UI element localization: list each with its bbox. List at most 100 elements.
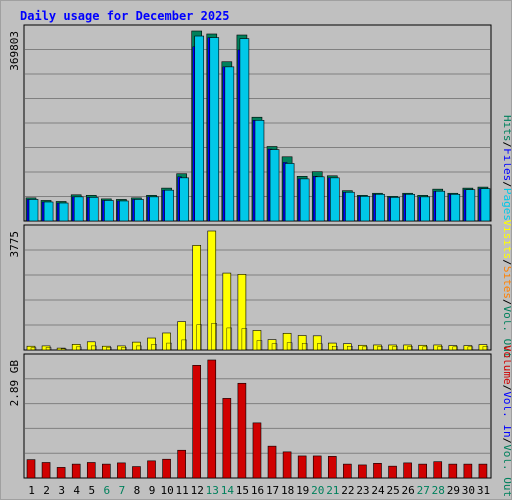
legend-volume-entry: / [501,438,511,445]
legend-visits-sites-entry: / [501,259,511,266]
volume-bar [132,466,141,479]
day-label: 6 [104,484,111,497]
pages-bar [405,193,415,222]
sites-bar [317,343,323,351]
legend-hits-files-pages-entry: / [501,181,511,188]
pages-bar [224,66,235,222]
day-label: 3 [58,484,65,497]
pages-bar [194,35,205,222]
sites-bar [181,339,187,351]
day-label: 27 [417,484,430,497]
day-label: 23 [356,484,369,497]
legend-visits-sites: Visits/Sites/Vol. Out [501,219,511,358]
volume-bar [358,464,367,479]
sites-bar [241,328,248,351]
sites-bar [482,346,489,351]
y-max-label-1: 369803 [8,31,21,71]
sites-bar [347,346,353,351]
chart-title: Daily usage for December 2025 [20,9,230,23]
sites-bar [166,342,172,351]
volume-bar [177,449,186,479]
pages-bar [435,190,446,222]
legend-volume-entry: Vol. In [501,391,511,437]
volume-bar [222,398,232,479]
pages-bar [28,199,39,222]
volume-bar [433,461,443,479]
legend-hits-files-pages-entry: Hits [501,115,511,142]
legend-volume-entry: / [501,385,511,392]
sites-bar [377,346,383,351]
pages-bar [119,200,129,222]
day-label: 30 [462,484,475,497]
pages-bar [284,163,295,222]
volume-bar [297,455,307,479]
day-label: 19 [296,484,309,497]
day-label: 1 [28,484,35,497]
volume-bar [478,463,488,479]
legend-hits-files-pages-entry: / [501,142,511,149]
legend-volume: Volume/Vol. In/Vol. Out [501,345,511,497]
volume-bar [373,463,382,479]
sites-bar [151,344,157,351]
panel-border-2 [23,224,492,351]
sites-bar [301,343,308,351]
sites-bar [437,346,443,351]
pages-bar [209,37,220,222]
sites-bar [211,323,217,351]
pages-bar [58,202,69,222]
sites-bar [332,346,338,351]
sites-bar [467,346,474,351]
pages-bar [88,197,99,222]
pages-bar [314,176,325,222]
pages-bar [299,178,310,222]
legend-hits-files-pages-entry: Pages [501,188,511,221]
pages-bar [164,189,174,222]
day-label: 4 [73,484,80,497]
pages-bar [239,38,250,222]
day-label: 22 [341,484,354,497]
volume-bar [418,463,427,479]
pages-bar [269,149,280,222]
sites-bar [75,346,82,351]
day-label: 20 [311,484,324,497]
pages-bar [134,199,144,222]
y-max-label-3: 2.89 GB [8,360,21,407]
pages-bar [43,201,54,222]
volume-bar [71,463,81,479]
volume-bar [147,460,156,479]
pages-bar [390,197,400,222]
volume-bar [282,451,292,479]
day-label: 8 [134,484,141,497]
sites-bar [422,346,428,351]
pages-bar [420,196,430,222]
volume-bar [267,445,277,479]
volume-bar [26,459,36,479]
volume-bar [192,365,202,479]
sites-bar [121,347,127,351]
legend-visits-sites-entry: Sites [501,266,511,299]
volume-bar [343,463,352,479]
legend-visits-sites-entry: / [501,299,511,306]
day-label: 28 [432,484,445,497]
pages-bar [375,193,385,222]
day-label: 7 [119,484,126,497]
pages-bar [179,177,189,222]
sites-bar [256,340,263,351]
sites-bar [30,347,37,351]
legend-hits-files-pages: Hits/Files/Pages [501,115,511,221]
day-label: 2 [43,484,50,497]
sites-bar [136,345,142,351]
volume-bar [463,463,473,479]
day-label: 10 [160,484,173,497]
day-label: 12 [191,484,204,497]
day-label: 17 [266,484,279,497]
sites-bar [91,345,97,351]
day-label: 5 [88,484,95,497]
volume-bar [252,422,262,479]
volume-bar [388,465,397,479]
sites-bar [226,327,233,351]
day-label: 21 [326,484,339,497]
volume-bar [117,462,126,479]
